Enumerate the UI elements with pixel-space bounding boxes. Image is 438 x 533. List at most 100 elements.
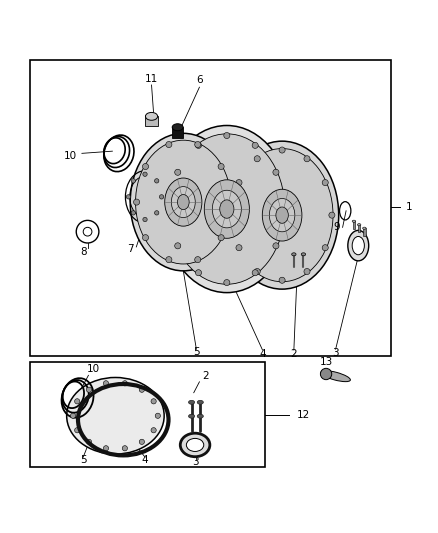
Circle shape <box>175 169 181 175</box>
Circle shape <box>143 217 147 222</box>
Circle shape <box>134 199 140 205</box>
Circle shape <box>122 446 127 451</box>
Ellipse shape <box>292 253 296 256</box>
Ellipse shape <box>130 133 237 271</box>
Ellipse shape <box>172 124 183 131</box>
Circle shape <box>143 172 147 176</box>
Circle shape <box>142 235 148 241</box>
Circle shape <box>280 206 286 212</box>
Text: 10: 10 <box>87 365 100 375</box>
Circle shape <box>273 243 279 249</box>
Text: 4: 4 <box>259 349 266 359</box>
Ellipse shape <box>357 224 361 226</box>
Circle shape <box>151 399 156 404</box>
Ellipse shape <box>231 149 333 282</box>
Circle shape <box>218 235 224 241</box>
Circle shape <box>126 195 131 199</box>
Circle shape <box>322 180 328 185</box>
Circle shape <box>166 141 172 148</box>
Circle shape <box>224 133 230 139</box>
Circle shape <box>122 381 127 386</box>
Polygon shape <box>363 228 366 236</box>
Text: 12: 12 <box>297 410 310 421</box>
Ellipse shape <box>188 414 194 418</box>
Ellipse shape <box>321 371 350 382</box>
Circle shape <box>195 256 201 263</box>
Circle shape <box>142 164 148 169</box>
Ellipse shape <box>352 237 364 255</box>
Ellipse shape <box>352 220 356 222</box>
Circle shape <box>139 387 145 392</box>
Ellipse shape <box>197 414 203 418</box>
Ellipse shape <box>363 227 366 229</box>
Circle shape <box>195 141 201 148</box>
Circle shape <box>155 179 159 183</box>
Ellipse shape <box>269 198 295 232</box>
Ellipse shape <box>348 230 369 261</box>
Text: 6: 6 <box>196 75 203 85</box>
Circle shape <box>139 439 145 445</box>
Text: 8: 8 <box>80 247 87 257</box>
Circle shape <box>236 245 242 251</box>
Ellipse shape <box>162 125 291 293</box>
Circle shape <box>236 180 242 185</box>
Circle shape <box>229 212 235 218</box>
Circle shape <box>279 277 285 284</box>
Text: 5: 5 <box>80 455 87 465</box>
Circle shape <box>329 212 335 218</box>
Text: 4: 4 <box>142 455 148 465</box>
Ellipse shape <box>188 400 194 404</box>
Circle shape <box>86 439 92 445</box>
Circle shape <box>86 387 92 392</box>
Ellipse shape <box>186 439 204 451</box>
Circle shape <box>74 427 80 433</box>
Circle shape <box>304 269 310 274</box>
Ellipse shape <box>220 200 234 218</box>
Text: 3: 3 <box>332 348 339 358</box>
Circle shape <box>151 427 156 433</box>
Circle shape <box>103 381 109 386</box>
Circle shape <box>166 256 172 263</box>
Ellipse shape <box>276 207 288 223</box>
Ellipse shape <box>197 400 203 404</box>
Ellipse shape <box>135 140 231 264</box>
Ellipse shape <box>177 195 189 209</box>
Ellipse shape <box>180 433 210 457</box>
Text: 10: 10 <box>64 150 77 160</box>
Text: 11: 11 <box>145 74 158 84</box>
Circle shape <box>227 199 233 205</box>
Circle shape <box>321 368 332 379</box>
Ellipse shape <box>301 253 306 256</box>
Circle shape <box>254 269 260 274</box>
Circle shape <box>167 206 173 212</box>
Ellipse shape <box>171 187 195 217</box>
Circle shape <box>131 179 135 183</box>
Ellipse shape <box>212 190 241 228</box>
Circle shape <box>279 147 285 153</box>
Ellipse shape <box>204 180 249 238</box>
Circle shape <box>195 270 201 276</box>
Text: 2: 2 <box>290 349 297 359</box>
Text: 9: 9 <box>333 222 340 232</box>
Circle shape <box>252 270 258 276</box>
Circle shape <box>252 142 258 148</box>
Circle shape <box>159 195 164 199</box>
Circle shape <box>322 245 328 251</box>
Circle shape <box>273 169 279 175</box>
Text: 3: 3 <box>193 457 199 467</box>
Circle shape <box>195 142 201 148</box>
Ellipse shape <box>67 377 164 454</box>
Text: 5: 5 <box>193 347 200 357</box>
Ellipse shape <box>169 134 285 284</box>
Text: 1: 1 <box>406 203 413 212</box>
Polygon shape <box>145 116 158 126</box>
Ellipse shape <box>262 189 302 241</box>
Circle shape <box>224 279 230 286</box>
Text: 2: 2 <box>203 370 209 381</box>
Circle shape <box>155 211 159 215</box>
Polygon shape <box>358 225 360 232</box>
Ellipse shape <box>165 178 202 226</box>
Circle shape <box>131 211 135 215</box>
Polygon shape <box>173 127 183 138</box>
Circle shape <box>71 413 76 418</box>
